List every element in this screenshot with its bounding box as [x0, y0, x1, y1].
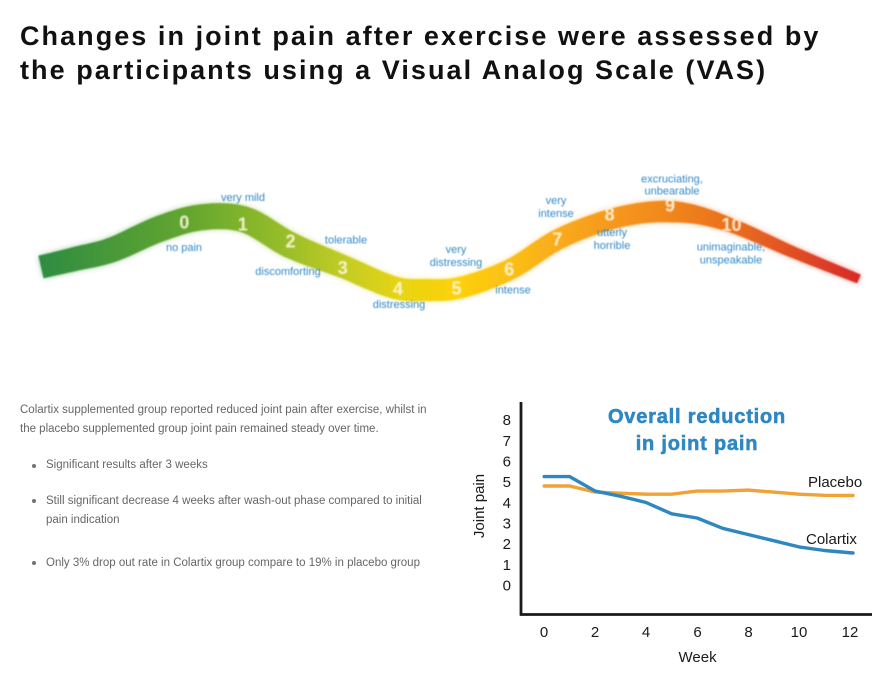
svg-text:10: 10: [791, 624, 808, 641]
svg-text:tolerable: tolerable: [325, 235, 367, 247]
svg-text:Joint pain: Joint pain: [471, 474, 488, 538]
svg-text:7: 7: [552, 230, 562, 250]
svg-text:Colartix: Colartix: [806, 531, 857, 548]
svg-text:2: 2: [503, 536, 511, 553]
svg-text:in joint pain: in joint pain: [636, 433, 759, 455]
svg-text:5: 5: [503, 474, 511, 491]
svg-text:no pain: no pain: [166, 242, 202, 254]
svg-text:distressing: distressing: [430, 257, 483, 269]
svg-text:very: very: [446, 244, 467, 256]
svg-text:10: 10: [721, 215, 741, 235]
svg-text:1: 1: [503, 557, 511, 574]
svg-text:2: 2: [285, 232, 295, 252]
svg-text:4: 4: [393, 279, 403, 299]
svg-text:8: 8: [744, 624, 752, 641]
svg-text:2: 2: [591, 624, 599, 641]
svg-text:0: 0: [179, 213, 189, 233]
svg-text:unbearable: unbearable: [644, 186, 699, 198]
svg-text:discomforting: discomforting: [255, 266, 320, 278]
svg-text:3: 3: [338, 258, 348, 278]
svg-text:0: 0: [540, 624, 548, 641]
svg-text:6: 6: [503, 454, 511, 471]
svg-text:utterly: utterly: [597, 227, 627, 239]
svg-text:5: 5: [451, 279, 461, 299]
svg-text:distressing: distressing: [373, 299, 426, 311]
svg-text:3: 3: [503, 516, 511, 533]
svg-text:9: 9: [665, 196, 675, 216]
svg-text:12: 12: [842, 624, 859, 641]
svg-text:Week: Week: [679, 649, 718, 666]
svg-text:6: 6: [693, 624, 701, 641]
svg-text:unspeakable: unspeakable: [700, 255, 762, 267]
svg-text:Overall reduction: Overall reduction: [608, 406, 786, 428]
svg-text:very: very: [546, 195, 567, 207]
svg-text:8: 8: [605, 205, 615, 225]
svg-text:4: 4: [503, 495, 511, 512]
svg-text:Placebo: Placebo: [808, 474, 862, 491]
svg-text:7: 7: [503, 433, 511, 450]
svg-text:6: 6: [504, 259, 514, 279]
svg-text:8: 8: [503, 412, 511, 429]
svg-text:0: 0: [503, 578, 511, 595]
svg-text:intense: intense: [495, 285, 530, 297]
svg-text:unimaginable,: unimaginable,: [697, 242, 766, 254]
svg-text:1: 1: [238, 215, 248, 235]
svg-text:intense: intense: [538, 208, 573, 220]
svg-text:horrible: horrible: [594, 240, 631, 252]
svg-text:excruciating,: excruciating,: [641, 173, 703, 185]
svg-text:very mild: very mild: [221, 192, 265, 204]
svg-text:4: 4: [642, 624, 650, 641]
